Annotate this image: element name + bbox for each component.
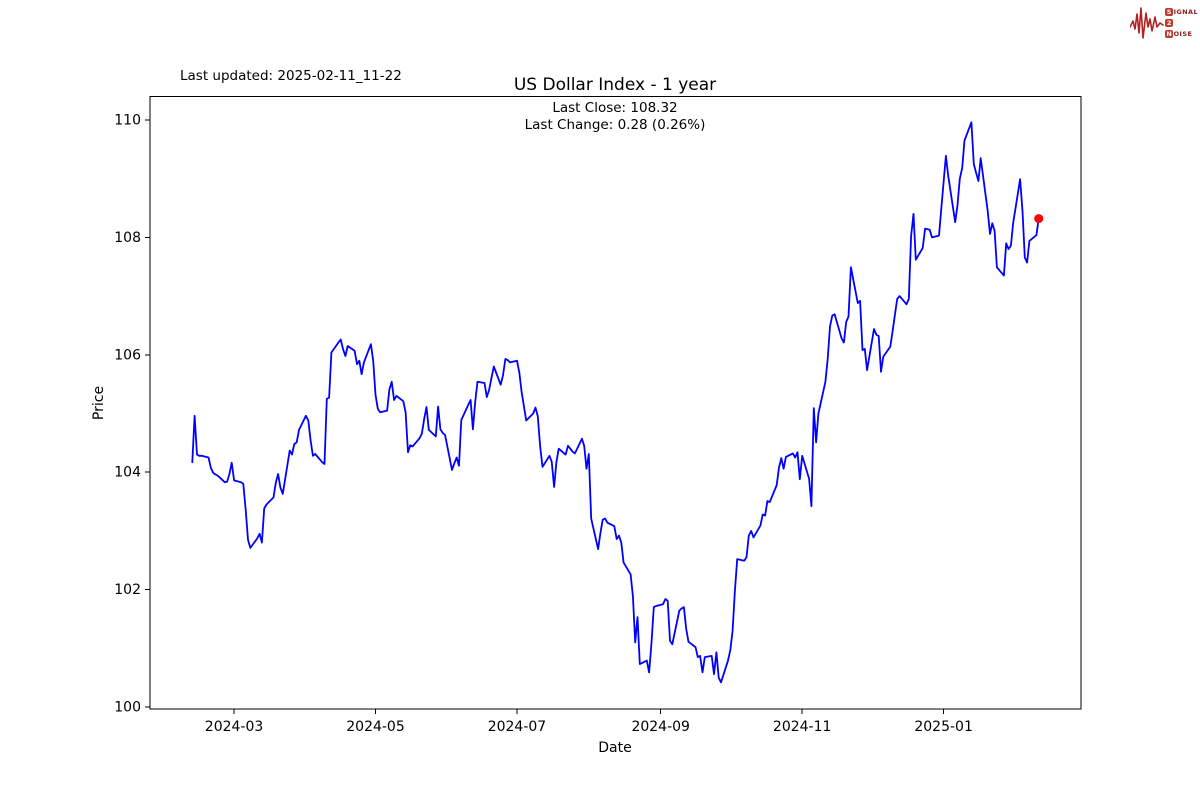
series-layer [191,121,1044,684]
x-tick-label: 2024-05 [346,719,405,735]
logo-row-noise: N OISE [1165,29,1198,40]
subtitle-last-close: Last Close: 108.32 [552,100,677,116]
logo-row-two: 2 [1165,18,1198,29]
logo-row-signal: S IGNAL [1165,7,1198,18]
logo-2-box: 2 [1165,19,1174,27]
logo-signal-label: IGNAL [1173,8,1198,16]
y-tick-label: 100 [114,700,141,716]
logo-text: S IGNAL 2 N OISE [1165,7,1198,40]
x-tick-label: 2024-09 [631,719,690,735]
chart-title: US Dollar Index - 1 year [514,75,716,95]
last-price-dot [1034,214,1044,224]
logo-s-box: S [1165,8,1174,16]
x-axis-label: Date [598,740,631,756]
signal2noise-logo: S IGNAL 2 N OISE [1130,4,1198,42]
y-tick-label: 106 [114,347,141,363]
x-tick-label: 2024-11 [773,719,832,735]
y-tick-label: 110 [114,113,141,129]
y-tick-label: 104 [114,465,141,481]
logo-n-box: N [1165,30,1174,38]
x-tick-label: 2025-01 [914,719,973,735]
y-tick-label: 108 [114,230,141,246]
heartbeat-waveform-icon [1130,7,1164,39]
logo-noise-label: OISE [1173,30,1193,38]
y-tick-label: 102 [114,582,141,598]
last-updated-text: Last updated: 2025-02-11_11-22 [180,68,402,84]
x-tick-label: 2024-07 [488,719,547,735]
subtitle-last-change: Last Change: 0.28 (0.26%) [525,117,706,133]
x-tick-label: 2024-03 [205,719,264,735]
y-axis-label: Price [91,386,107,420]
price-line [191,121,1040,684]
plot-border [149,96,1082,710]
axes-layer: 100 102 104 106 108 110 2024-03 2024-05 2024-07 2… [114,96,1082,735]
